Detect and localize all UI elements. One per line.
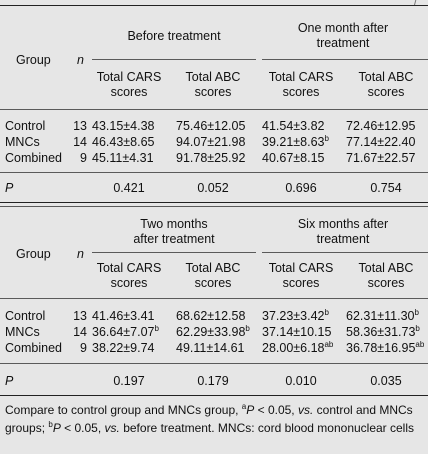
col-header: Total ABC xyxy=(185,70,241,84)
p-value: 0.010 xyxy=(285,374,317,388)
col-header: Total CARS xyxy=(96,70,162,84)
value-cell: 38.22±9.74 xyxy=(92,341,155,355)
period-header: Before treatment xyxy=(127,29,221,43)
p-label: P xyxy=(5,181,14,195)
span-rule xyxy=(262,252,428,253)
p-value: 0.179 xyxy=(197,374,229,388)
col-header: scores xyxy=(194,85,232,99)
col-header: Total ABC xyxy=(185,261,241,275)
col-header: Total CARS xyxy=(96,261,162,275)
col-header: Total ABC xyxy=(358,261,414,275)
value-cell: 45.11±4.31 xyxy=(92,151,154,165)
col-header: scores xyxy=(282,276,320,290)
bottom-rule xyxy=(0,395,428,396)
col-header: Total CARS xyxy=(268,70,334,84)
n-cell: 14 xyxy=(73,135,87,149)
value-cell: 77.14±22.40 xyxy=(346,135,416,149)
col-header: Total CARS xyxy=(268,261,334,275)
header-rule xyxy=(0,109,428,110)
n-header: n xyxy=(77,247,84,261)
n-cell: 9 xyxy=(80,341,87,355)
value-cell: 62.31±11.30b xyxy=(346,308,419,323)
value-cell: 41.46±3.41 xyxy=(92,309,155,323)
group-header: Group xyxy=(16,247,51,261)
n-cell: 14 xyxy=(73,325,87,339)
p-value: 0.696 xyxy=(285,181,317,195)
period-header-line2: treatment xyxy=(316,36,370,50)
span-rule xyxy=(92,252,256,253)
group-cell: Control xyxy=(5,119,46,133)
group-cell: MNCs xyxy=(5,325,40,339)
n-cell: 9 xyxy=(80,151,87,165)
value-cell: 68.62±12.58 xyxy=(176,309,246,323)
row-rule xyxy=(0,172,428,173)
value-cell: 41.54±3.82 xyxy=(262,119,325,133)
group-cell: Combined xyxy=(5,151,62,165)
value-cell: 75.46±12.05 xyxy=(176,119,246,133)
group-header: Group xyxy=(16,53,51,67)
value-cell: 58.36±31.73b xyxy=(346,324,420,339)
value-cell: 46.43±8.65 xyxy=(92,135,155,149)
value-cell: 71.67±22.57 xyxy=(346,151,416,165)
value-cell: 36.64±7.07b xyxy=(92,324,159,339)
top-rule xyxy=(0,5,428,6)
value-cell: 72.46±12.95 xyxy=(346,119,416,133)
period-header: One month after xyxy=(297,21,389,35)
n-header: n xyxy=(77,53,84,67)
value-cell: 37.14±10.15 xyxy=(262,325,332,339)
period-header-line2: treatment xyxy=(316,232,370,246)
col-header: scores xyxy=(110,85,148,99)
period-header-line2: after treatment xyxy=(133,232,215,246)
header-rule xyxy=(0,298,428,299)
p-value: 0.421 xyxy=(113,181,145,195)
group-cell: MNCs xyxy=(5,135,40,149)
panel-divider xyxy=(0,202,428,203)
period-header: Six months after xyxy=(297,217,389,231)
p-value: 0.754 xyxy=(370,181,402,195)
group-cell: Combined xyxy=(5,341,62,355)
period-header: Two months xyxy=(140,217,208,231)
p-value: 0.197 xyxy=(113,374,145,388)
value-cell: 28.00±6.18ab xyxy=(262,340,334,355)
value-cell: 37.23±3.42b xyxy=(262,308,329,323)
value-cell: 94.07±21.98 xyxy=(176,135,246,149)
value-cell: 49.11±14.61 xyxy=(176,341,245,355)
value-cell: 91.78±25.92 xyxy=(176,151,246,165)
table-footnote: Compare to control group and MNCs group,… xyxy=(5,402,415,435)
col-header: scores xyxy=(282,85,320,99)
col-header: Total ABC xyxy=(358,70,414,84)
p-value: 0.052 xyxy=(197,181,229,195)
col-header: scores xyxy=(367,276,405,290)
value-cell: 62.29±33.98b xyxy=(176,324,250,339)
row-rule xyxy=(0,363,428,364)
value-cell: 36.78±16.95ab xyxy=(346,340,425,355)
value-cell: 40.67±8.15 xyxy=(262,151,325,165)
n-cell: 13 xyxy=(73,119,87,133)
col-header: scores xyxy=(367,85,405,99)
group-cell: Control xyxy=(5,309,46,323)
span-rule xyxy=(92,59,256,60)
value-cell: 39.21±8.63b xyxy=(262,134,329,149)
col-header: scores xyxy=(110,276,148,290)
corner-mark: / xyxy=(414,0,418,8)
n-cell: 13 xyxy=(73,309,87,323)
p-label: P xyxy=(5,374,14,388)
col-header: scores xyxy=(194,276,232,290)
span-rule xyxy=(262,59,428,60)
panel-divider xyxy=(0,206,428,207)
value-cell: 43.15±4.38 xyxy=(92,119,155,133)
p-value: 0.035 xyxy=(370,374,402,388)
